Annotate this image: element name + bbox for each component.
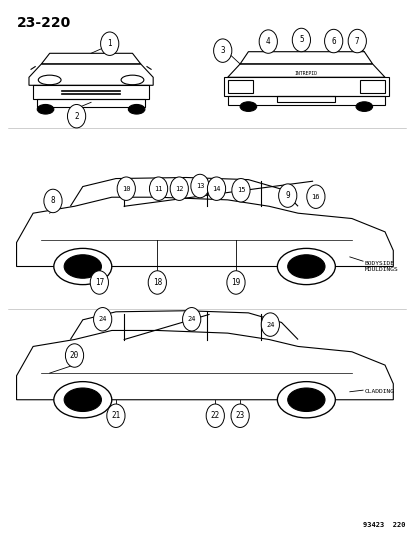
Ellipse shape xyxy=(287,255,324,278)
Circle shape xyxy=(90,271,108,294)
Circle shape xyxy=(117,177,135,200)
Text: 23-220: 23-220 xyxy=(17,16,71,30)
Circle shape xyxy=(207,177,225,200)
Ellipse shape xyxy=(64,255,101,278)
Text: 10: 10 xyxy=(122,185,130,192)
Ellipse shape xyxy=(54,248,112,285)
Circle shape xyxy=(324,29,342,53)
Text: 24: 24 xyxy=(98,316,107,322)
Text: 8: 8 xyxy=(50,197,55,205)
Text: 9: 9 xyxy=(285,191,290,200)
Ellipse shape xyxy=(277,248,335,285)
Text: 19: 19 xyxy=(231,278,240,287)
Text: 4: 4 xyxy=(265,37,270,46)
Circle shape xyxy=(261,313,279,336)
Circle shape xyxy=(278,184,296,207)
Circle shape xyxy=(44,189,62,213)
Ellipse shape xyxy=(54,382,112,418)
Ellipse shape xyxy=(287,388,324,411)
Text: 12: 12 xyxy=(175,185,183,192)
Ellipse shape xyxy=(277,382,335,418)
Circle shape xyxy=(67,104,85,128)
Circle shape xyxy=(206,404,224,427)
Circle shape xyxy=(170,177,188,200)
Text: 17: 17 xyxy=(95,278,104,287)
Bar xyxy=(277,96,335,102)
Circle shape xyxy=(182,308,200,331)
Text: 1: 1 xyxy=(107,39,112,48)
Text: 20: 20 xyxy=(70,351,79,360)
Circle shape xyxy=(347,29,366,53)
Circle shape xyxy=(213,39,231,62)
Text: 22: 22 xyxy=(210,411,219,420)
Text: 16: 16 xyxy=(311,193,319,200)
Text: 18: 18 xyxy=(152,278,161,287)
Text: 15: 15 xyxy=(236,187,244,193)
Text: 3: 3 xyxy=(220,46,225,55)
Bar xyxy=(227,80,252,93)
Circle shape xyxy=(148,271,166,294)
Text: 7: 7 xyxy=(354,37,359,45)
Text: BODYSIDE
MOULDINGS: BODYSIDE MOULDINGS xyxy=(363,261,397,272)
Text: INTREPID: INTREPID xyxy=(294,70,317,76)
Circle shape xyxy=(100,32,119,55)
Circle shape xyxy=(65,344,83,367)
Text: 2: 2 xyxy=(74,112,79,120)
Bar xyxy=(359,80,384,93)
Text: 21: 21 xyxy=(111,411,120,420)
Text: 93423  220: 93423 220 xyxy=(362,522,405,528)
Text: 23: 23 xyxy=(235,411,244,420)
Circle shape xyxy=(230,404,249,427)
Text: 5: 5 xyxy=(298,36,303,44)
Circle shape xyxy=(259,30,277,53)
Ellipse shape xyxy=(240,102,256,111)
Text: 24: 24 xyxy=(187,316,195,322)
Text: 11: 11 xyxy=(154,185,162,192)
Ellipse shape xyxy=(355,102,372,111)
Circle shape xyxy=(306,185,324,208)
Circle shape xyxy=(226,271,244,294)
Circle shape xyxy=(107,404,125,427)
Circle shape xyxy=(149,177,167,200)
Circle shape xyxy=(231,179,249,202)
Circle shape xyxy=(190,174,209,198)
Text: CLADDING: CLADDING xyxy=(363,389,393,394)
Circle shape xyxy=(292,28,310,52)
Ellipse shape xyxy=(64,388,101,411)
Text: 13: 13 xyxy=(195,183,204,189)
Ellipse shape xyxy=(37,104,54,114)
Ellipse shape xyxy=(128,104,145,114)
Text: 6: 6 xyxy=(330,37,335,45)
Text: 24: 24 xyxy=(266,321,274,328)
Circle shape xyxy=(93,308,112,331)
Text: 14: 14 xyxy=(212,185,220,192)
